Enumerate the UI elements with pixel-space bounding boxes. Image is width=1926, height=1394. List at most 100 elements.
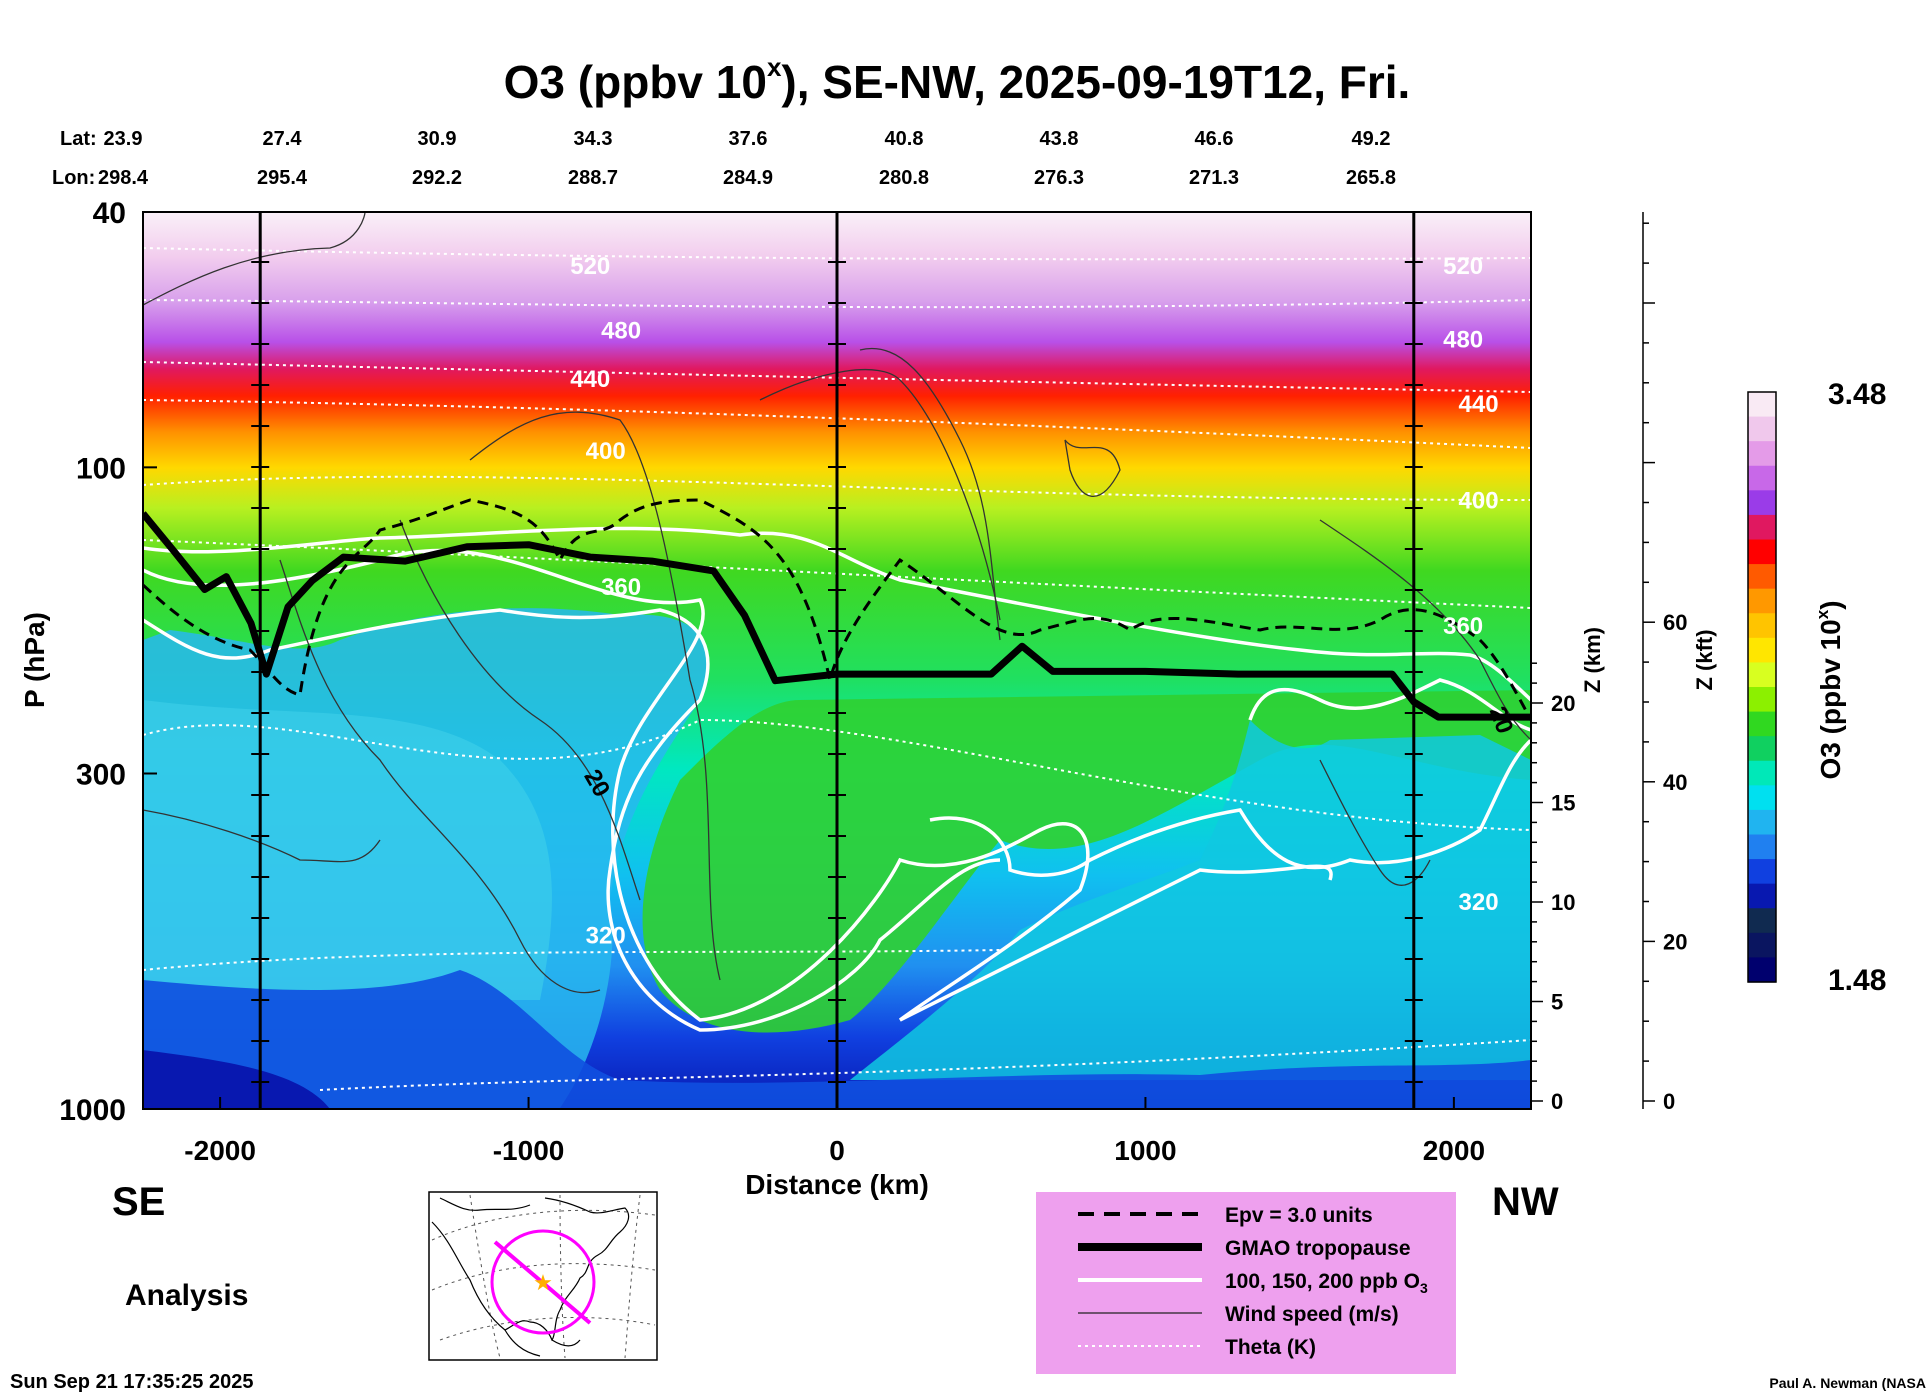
ozone-contour — [143, 548, 1333, 1022]
legend-label: Theta (K) — [1225, 1336, 1316, 1359]
lon-value: 288.7 — [568, 167, 618, 189]
epv-line — [143, 498, 1531, 721]
lat-value: 43.8 — [1040, 128, 1079, 150]
lon-value: 284.9 — [723, 167, 773, 189]
lat-value: 49.2 — [1352, 128, 1391, 150]
colorbar-swatch — [1748, 564, 1776, 590]
map-circle — [490, 1229, 596, 1335]
timestamp: Sun Sep 21 17:35:25 2025 — [10, 1371, 253, 1393]
lon-value: 271.3 — [1189, 167, 1239, 189]
colorbar-swatch — [1748, 687, 1776, 713]
z-km-axis-label: Z (km) — [1580, 627, 1605, 693]
theta-contour — [143, 475, 1531, 501]
theta-label: 520 — [1443, 253, 1483, 280]
legend-items: Epv = 3.0 units GMAO tropopause 100, 150, … — [1078, 1204, 1428, 1359]
wind-contour — [143, 212, 366, 306]
wind-speed-contours — [143, 212, 1531, 994]
credit: Paul A. Newman (NASA — [1769, 1375, 1926, 1391]
colorbar-swatch — [1748, 392, 1776, 418]
wind-contour — [279, 559, 601, 994]
z-kft-tick-label: 0 — [1663, 1089, 1675, 1114]
wind-contour — [759, 369, 1001, 621]
legend-box — [1036, 1192, 1456, 1374]
chart-title: O3 (ppbv 10x), SE-NW, 2025-09-19T12, Fri… — [504, 52, 1411, 108]
z-kft-axis: 60 40 20 0 — [1642, 212, 1687, 1114]
y-tick-label: 300 — [76, 758, 126, 791]
theta-contour — [143, 949, 1001, 971]
wind-contour — [399, 519, 641, 901]
x-axis-label: Distance (km) — [745, 1169, 929, 1200]
lon-value: 280.8 — [879, 167, 929, 189]
colorbar-swatch — [1748, 416, 1776, 442]
locator-map: ★ — [428, 1191, 658, 1361]
theta-contour — [143, 539, 1531, 609]
legend-label: 100, 150, 200 ppb O3 — [1225, 1270, 1428, 1296]
theta-label: 360 — [601, 574, 641, 601]
ozone-contour — [1248, 678, 1531, 732]
y-axis: 40 100 300 1000 — [59, 197, 157, 1127]
colorbar-swatch — [1748, 613, 1776, 639]
lon-value: 265.8 — [1346, 167, 1396, 189]
legend-label: Wind speed (m/s) — [1225, 1303, 1399, 1326]
wind-contour — [469, 411, 721, 981]
theta-contour — [143, 399, 1531, 449]
z-kft-tick-label: 60 — [1663, 610, 1687, 635]
lat-value: 40.8 — [885, 128, 924, 150]
theta-label: 320 — [1459, 889, 1499, 916]
colorbar-swatch — [1748, 883, 1776, 909]
ozone-cyan-north — [850, 720, 1531, 1080]
colorbar — [1747, 391, 1777, 983]
theta-label: 520 — [570, 253, 610, 280]
lon-value: 292.2 — [412, 167, 462, 189]
graticule-line — [559, 1194, 566, 1359]
z-kft-tick-label: 20 — [1663, 929, 1687, 954]
section-markers — [251, 212, 1423, 1109]
lon-label: Lon: — [52, 167, 95, 189]
colorbar-swatch — [1748, 514, 1776, 541]
colorbar-swatch — [1748, 465, 1776, 491]
lat-value: 34.3 — [574, 128, 613, 150]
wind-contour — [1319, 759, 1431, 886]
y-tick-label: 1000 — [59, 1094, 126, 1127]
z-km-tick-label: 15 — [1551, 791, 1575, 816]
x-tick-label: 2000 — [1423, 1135, 1485, 1166]
z-km-tick-label: 20 — [1551, 691, 1575, 716]
colorbar-swatch — [1748, 834, 1776, 860]
colorbar-swatch — [1748, 490, 1776, 516]
x-axis: -2000 -1000 0 1000 2000 — [184, 1097, 1485, 1166]
theta-label: 440 — [570, 366, 610, 393]
wind-contour — [1064, 439, 1121, 497]
lat-value: 37.6 — [729, 128, 768, 150]
theta-label: 400 — [1459, 488, 1499, 515]
legend-label: GMAO tropopause — [1225, 1237, 1411, 1260]
ozone-contour — [929, 738, 1531, 877]
wind-contour — [143, 809, 381, 863]
ozone-blue-surface — [143, 970, 1531, 1109]
z-km-tick-label: 5 — [1551, 990, 1563, 1015]
z-km-axis: 20 15 10 5 0 — [1530, 212, 1575, 1114]
colorbar-swatch — [1748, 785, 1776, 811]
colorbar-swatch — [1748, 957, 1776, 983]
theta-contour — [143, 361, 1531, 393]
theta-contour — [143, 299, 1531, 309]
theta-label: 320 — [586, 922, 626, 949]
colorbar-swatch — [1748, 908, 1776, 934]
map-gulf-coast — [504, 1329, 581, 1357]
colorbar-swatch — [1748, 809, 1776, 836]
ozone-green-intrusion — [642, 690, 1530, 1033]
theta-contour — [143, 247, 1531, 261]
ozone-darkblue-surface — [143, 1050, 330, 1109]
y-tick-label: 40 — [93, 197, 126, 230]
colorbar-min-label: 1.48 — [1828, 964, 1886, 997]
theta-label: 480 — [1443, 326, 1483, 353]
map-center-star: ★ — [533, 1271, 553, 1296]
colorbar-max-label: 3.48 — [1828, 378, 1886, 411]
x-tick-label: 0 — [829, 1135, 845, 1166]
colorbar-swatch — [1748, 711, 1776, 737]
graticule-line — [624, 1194, 641, 1359]
theta-contour — [319, 1039, 1531, 1091]
lat-value: 30.9 — [418, 128, 457, 150]
colorbar-swatch — [1748, 662, 1776, 688]
colorbar-swatch — [1748, 637, 1776, 664]
